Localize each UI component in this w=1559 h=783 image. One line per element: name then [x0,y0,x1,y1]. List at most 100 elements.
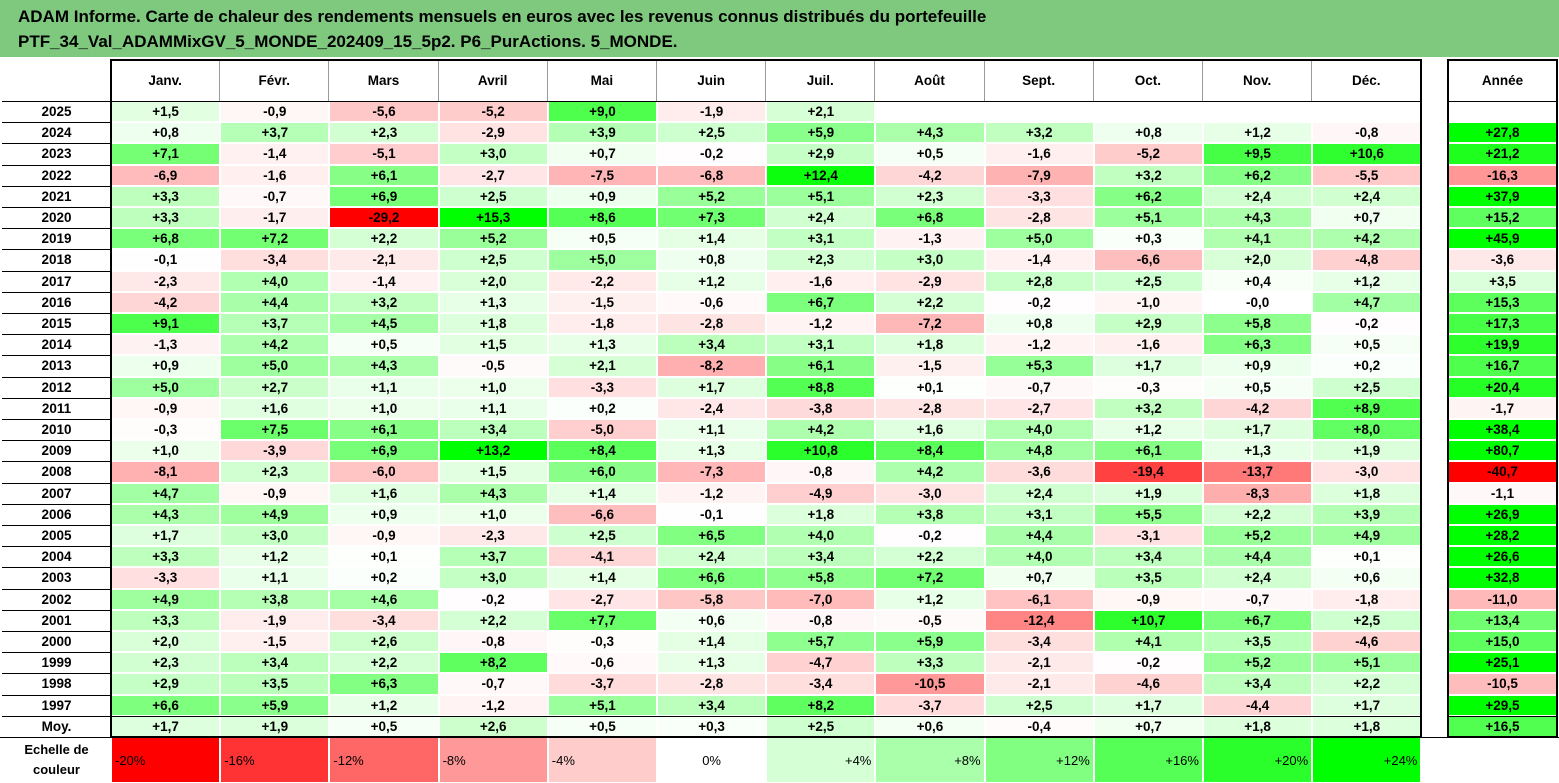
annual-cell: -11,0 [1449,589,1556,609]
row-label: 2018 [2,249,111,271]
row-separator [2,376,111,378]
heatmap-cell: +3,8 [221,589,329,609]
heatmap-cell: +3,2 [330,292,438,312]
heatmap-cell [1313,102,1421,122]
average-cell: +0,3 [658,716,766,736]
row-separator [2,122,111,124]
heatmap-cell: -0,1 [112,250,220,270]
heatmap-cell: +7,2 [221,229,329,249]
heatmap-cell: +1,6 [221,398,329,418]
heatmap-cell: +0,7 [985,568,1093,588]
heatmap-cell: +0,2 [1313,356,1421,376]
heatmap-cell: -10,5 [876,674,984,694]
color-scale-label-line-1: Echelle de [24,742,89,757]
header-separator [111,101,1422,102]
heatmap-cell: -0,7 [1204,589,1312,609]
heatmap-cell: +0,7 [548,144,656,164]
heatmap-cell: +3,9 [1313,504,1421,524]
row-label: 2014 [2,334,111,356]
heatmap-cell: +4,4 [221,292,329,312]
heatmap-cell: +2,3 [876,186,984,206]
column-header: Sept. [984,59,1094,101]
row-separator [2,588,111,590]
color-scale-swatch: +20% [1204,738,1312,782]
average-row-separator [111,715,1422,717]
heatmap-cell: +2,3 [221,462,329,482]
heatmap-cell: +7,1 [112,144,220,164]
heatmap-cell: +1,2 [658,271,766,291]
heatmap-cell: +6,1 [330,420,438,440]
heatmap-cell: -7,2 [876,314,984,334]
heatmap-cell: +3,3 [112,186,220,206]
heatmap-cell: -0,2 [1094,653,1202,673]
heatmap-cell: +1,2 [1204,123,1312,143]
annual-cell: +21,2 [1449,144,1556,164]
heatmap-cell: -2,7 [439,165,547,185]
heatmap-cell: +1,1 [439,398,547,418]
heatmap-cell: -5,2 [1094,144,1202,164]
row-label: 2008 [2,461,111,483]
heatmap-cell: +3,0 [439,144,547,164]
row-separator [2,673,111,675]
heatmap-cell: +9,5 [1204,144,1312,164]
heatmap-cell: +3,7 [439,547,547,567]
heatmap-cell: +4,4 [1204,547,1312,567]
heatmap-cell: +8,4 [548,441,656,461]
heatmap-cell: -1,5 [876,356,984,376]
heatmap-cell: -0,5 [876,610,984,630]
average-cell: +0,6 [876,716,984,736]
annual-cell: -16,3 [1449,165,1556,185]
heatmap-cell: +2,2 [1204,504,1312,524]
heatmap-cell: -4,4 [1204,695,1312,715]
column-header: Août [875,59,985,101]
heatmap-cell: +4,7 [112,483,220,503]
heatmap-cell: +1,4 [548,568,656,588]
heatmap-cell: -1,5 [548,292,656,312]
heatmap-cell: +4,4 [985,526,1093,546]
heatmap-cell: +3,3 [112,610,220,630]
heatmap-cell: +5,0 [221,356,329,376]
heatmap-cell: +3,4 [221,653,329,673]
heatmap-cell: +8,2 [767,695,875,715]
heatmap-cell: +6,6 [112,695,220,715]
heatmap-cell: +2,3 [330,123,438,143]
heatmap-cell: -2,4 [658,398,766,418]
heatmap-cell: -0,9 [221,102,329,122]
heatmap-cell: -2,1 [985,674,1093,694]
row-separator [2,164,111,166]
heatmap-cell: +0,1 [876,377,984,397]
heatmap-cell: +4,9 [221,504,329,524]
heatmap-cell: -13,7 [1204,462,1312,482]
column-header: Mars [329,59,439,101]
heatmap-cell: +4,2 [876,462,984,482]
row-label: 2023 [2,143,111,165]
heatmap-cell: +2,9 [112,674,220,694]
average-cell: +1,7 [112,716,220,736]
heatmap-cell: +2,3 [767,250,875,270]
annual-cell: +28,2 [1449,526,1556,546]
heatmap-cell: +1,3 [1204,441,1312,461]
row-separator [2,334,111,336]
heatmap-cell: +1,3 [548,335,656,355]
annual-header-separator [1448,101,1557,102]
heatmap-cell: -0,6 [658,292,766,312]
heatmap-cell: -7,9 [985,165,1093,185]
heatmap-cell: +0,4 [1204,271,1312,291]
heatmap-cell: +6,7 [1204,610,1312,630]
heatmap-cell: -19,4 [1094,462,1202,482]
heatmap-cell: +6,8 [112,229,220,249]
row-label: 2016 [2,291,111,313]
heatmap-cell: -1,0 [1094,292,1202,312]
title-line-1: ADAM Informe. Carte de chaleur des rende… [18,7,987,26]
annual-cell: +37,9 [1449,186,1556,206]
heatmap-cell: -0,8 [1313,123,1421,143]
heatmap-cell: -5,5 [1313,165,1421,185]
heatmap-cell: +6,1 [1094,441,1202,461]
annual-cell [1449,102,1556,122]
heatmap-cell: +2,2 [330,653,438,673]
annual-cell: +16,7 [1449,356,1556,376]
color-scale-swatch: +16% [1094,738,1202,782]
heatmap-cell: +1,8 [439,314,547,334]
heatmap-cell: -6,1 [985,589,1093,609]
heatmap-cell: -6,6 [548,504,656,524]
